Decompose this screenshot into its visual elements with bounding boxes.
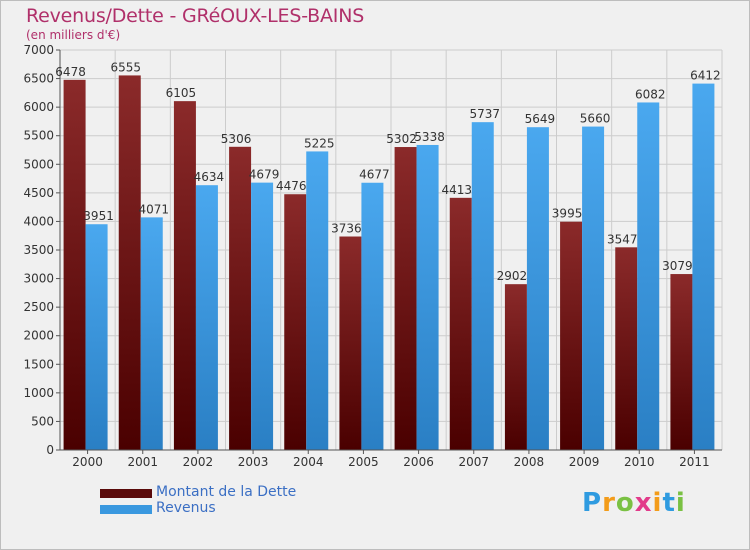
bar-dette-label: 3079 bbox=[662, 259, 693, 273]
bar-dette-label: 5302 bbox=[386, 132, 417, 146]
bar-revenus bbox=[195, 185, 218, 450]
bar-dette-label: 3547 bbox=[607, 232, 638, 246]
y-tick-label: 0 bbox=[46, 443, 54, 457]
chart-title: Revenus/Dette - GRéOUX-LES-BAINS bbox=[26, 5, 365, 27]
y-tick-label: 2500 bbox=[23, 300, 54, 314]
bar-dette-label: 5306 bbox=[221, 132, 252, 146]
legend-swatch-revenus bbox=[100, 505, 152, 514]
bar-revenus bbox=[692, 83, 715, 450]
bar-dette bbox=[118, 75, 141, 450]
legend-swatch-dette bbox=[100, 489, 152, 498]
x-tick-label: 2002 bbox=[183, 455, 214, 469]
bar-dette-label: 6478 bbox=[55, 65, 86, 79]
logo-letter: i bbox=[652, 488, 663, 518]
bar-revenus bbox=[251, 182, 274, 450]
bar-revenus-label: 4679 bbox=[249, 168, 280, 182]
x-tick-label: 2011 bbox=[679, 455, 710, 469]
bar-revenus-label: 5649 bbox=[525, 112, 556, 126]
bar-dette-label: 3995 bbox=[552, 207, 583, 221]
logo-letter: r bbox=[602, 488, 616, 518]
bar-revenus-label: 6082 bbox=[635, 87, 666, 101]
bar-revenus-label: 5737 bbox=[469, 107, 500, 121]
x-tick-label: 2000 bbox=[72, 455, 103, 469]
x-tick-label: 2009 bbox=[569, 455, 600, 469]
bar-dette bbox=[63, 79, 86, 450]
bar-revenus bbox=[85, 224, 108, 450]
x-tick-label: 2005 bbox=[348, 455, 379, 469]
x-tick-label: 2010 bbox=[624, 455, 655, 469]
grid bbox=[59, 49, 723, 451]
logo-letter: x bbox=[634, 488, 653, 518]
logo-letter: P bbox=[582, 488, 603, 518]
bar-revenus-label: 5225 bbox=[304, 136, 335, 150]
bar-dette bbox=[173, 101, 196, 451]
bar-dette-label: 6105 bbox=[166, 86, 197, 100]
bar-revenus-label: 4634 bbox=[194, 170, 225, 184]
bar-revenus-label: 5338 bbox=[414, 130, 445, 144]
logo-letter: t bbox=[662, 488, 676, 518]
bar-dette bbox=[394, 147, 417, 450]
y-tick-label: 6500 bbox=[23, 72, 54, 86]
bar-revenus-label: 4071 bbox=[138, 202, 169, 216]
x-tick-label: 2008 bbox=[514, 455, 545, 469]
logo-letter: o bbox=[615, 488, 635, 518]
bar-revenus bbox=[471, 122, 494, 451]
bar-revenus-label: 3951 bbox=[83, 209, 114, 223]
bar-dette bbox=[229, 146, 252, 451]
bar-dette bbox=[504, 284, 527, 450]
y-tick-label: 3000 bbox=[23, 272, 54, 286]
bar-revenus bbox=[306, 151, 329, 450]
x-tick-label: 2007 bbox=[458, 455, 489, 469]
proxiti-logo: Proxiti bbox=[582, 488, 686, 518]
bar-dette bbox=[670, 274, 693, 450]
bar-dette bbox=[560, 221, 583, 450]
y-tick-label: 6000 bbox=[23, 100, 54, 114]
bar-dette bbox=[284, 194, 307, 450]
x-tick-label: 2001 bbox=[127, 455, 158, 469]
y-tick-label: 1500 bbox=[23, 357, 54, 371]
x-tick-label: 2003 bbox=[238, 455, 269, 469]
legend-label-dette: Montant de la Dette bbox=[156, 484, 297, 500]
bar-dette-label: 2902 bbox=[497, 269, 528, 283]
y-tick-label: 5000 bbox=[23, 157, 54, 171]
legend-label-revenus: Revenus bbox=[156, 500, 216, 516]
bar-revenus bbox=[361, 182, 384, 450]
y-tick-label: 3500 bbox=[23, 243, 54, 257]
y-tick-label: 500 bbox=[31, 414, 54, 428]
bar-revenus bbox=[140, 217, 163, 450]
axes: 0 500 1000 1500 2000 2500 3000 3500 4000 4500 5000… bbox=[23, 43, 722, 469]
bar-dette bbox=[339, 236, 362, 450]
x-tick-label: 2006 bbox=[403, 455, 434, 469]
y-tick-label: 1000 bbox=[23, 386, 54, 400]
bar-revenus-label: 6412 bbox=[690, 69, 721, 83]
x-tick-label: 2004 bbox=[293, 455, 324, 469]
y-tick-label: 2000 bbox=[23, 329, 54, 343]
bar-revenus bbox=[637, 102, 660, 450]
bar-dette bbox=[449, 197, 472, 450]
bar-dette-label: 4476 bbox=[276, 179, 307, 193]
bar-dette-label: 3736 bbox=[331, 222, 362, 236]
y-tick-label: 4000 bbox=[23, 214, 54, 228]
bar-dette bbox=[615, 247, 638, 450]
bars bbox=[63, 75, 715, 451]
bar-dette-label: 6555 bbox=[110, 60, 141, 74]
bar-revenus bbox=[582, 126, 605, 451]
logo-letter: i bbox=[675, 488, 686, 518]
y-tick-label: 5500 bbox=[23, 129, 54, 143]
bar-revenus bbox=[416, 144, 439, 450]
bar-revenus bbox=[526, 127, 549, 450]
bar-revenus-label: 5660 bbox=[580, 112, 611, 126]
chart-subtitle: (en milliers d'€) bbox=[26, 28, 121, 42]
bar-dette-label: 4413 bbox=[441, 183, 472, 197]
bar-revenus-label: 4677 bbox=[359, 168, 390, 182]
y-tick-label: 4500 bbox=[23, 186, 54, 200]
y-tick-label: 7000 bbox=[23, 43, 54, 57]
